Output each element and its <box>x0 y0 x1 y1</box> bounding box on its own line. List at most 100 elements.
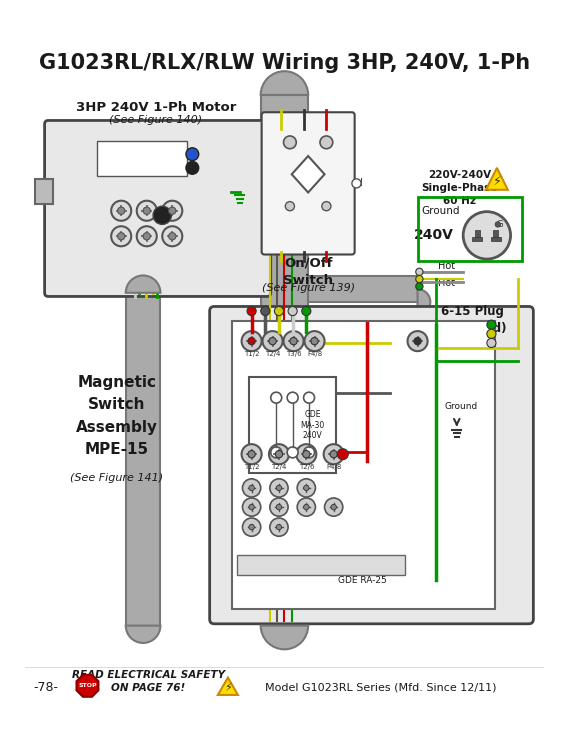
Circle shape <box>242 331 262 351</box>
Circle shape <box>416 268 423 276</box>
Circle shape <box>153 206 171 224</box>
Circle shape <box>416 283 423 290</box>
Wedge shape <box>261 626 308 649</box>
Text: ⚡: ⚡ <box>224 684 232 693</box>
Circle shape <box>297 479 315 497</box>
Circle shape <box>287 447 298 458</box>
Circle shape <box>495 222 501 227</box>
Circle shape <box>276 486 282 491</box>
Circle shape <box>186 161 199 174</box>
Polygon shape <box>486 168 508 190</box>
Circle shape <box>168 207 176 214</box>
Circle shape <box>337 449 348 459</box>
Circle shape <box>285 202 295 211</box>
Bar <box>472 238 483 241</box>
Text: (See Figure 139): (See Figure 139) <box>262 283 354 294</box>
Circle shape <box>414 338 421 345</box>
Text: Hot: Hot <box>438 278 455 288</box>
Circle shape <box>271 392 282 403</box>
Circle shape <box>487 320 496 329</box>
Bar <box>493 230 498 239</box>
Text: T2/4: T2/4 <box>271 464 287 470</box>
Text: Model G1023RL Series (Mfd. Since 12/11): Model G1023RL Series (Mfd. Since 12/11) <box>265 683 497 692</box>
Bar <box>475 230 480 239</box>
Circle shape <box>302 306 311 315</box>
Circle shape <box>283 136 296 149</box>
Text: READ ELECTRICAL SAFETY
ON PAGE 76!: READ ELECTRICAL SAFETY ON PAGE 76! <box>72 669 225 693</box>
Text: (See Figure 141): (See Figure 141) <box>70 473 163 483</box>
Circle shape <box>324 498 343 516</box>
Circle shape <box>276 504 282 509</box>
Circle shape <box>143 232 150 240</box>
Circle shape <box>248 450 255 458</box>
Polygon shape <box>76 675 98 697</box>
Circle shape <box>249 524 254 530</box>
Circle shape <box>296 444 316 464</box>
Bar <box>126 293 160 626</box>
Circle shape <box>270 498 288 516</box>
Circle shape <box>487 329 496 338</box>
Circle shape <box>242 444 262 464</box>
Circle shape <box>270 479 288 497</box>
FancyBboxPatch shape <box>209 306 533 624</box>
Text: T3/6: T3/6 <box>286 351 302 357</box>
Circle shape <box>137 226 157 247</box>
Circle shape <box>118 207 125 214</box>
Text: G: G <box>496 220 503 229</box>
Circle shape <box>111 201 131 221</box>
Circle shape <box>487 338 496 347</box>
Circle shape <box>352 179 361 188</box>
Polygon shape <box>218 678 238 695</box>
Text: GDE RA-25: GDE RA-25 <box>339 577 387 586</box>
Wedge shape <box>418 289 430 314</box>
Circle shape <box>271 447 282 458</box>
Text: -78-: -78- <box>33 681 58 694</box>
Text: On/Off
Switch: On/Off Switch <box>283 257 333 287</box>
Circle shape <box>297 498 315 516</box>
Text: 220V-240V
Single-Phase
60 Hz: 220V-240V Single-Phase 60 Hz <box>421 170 498 206</box>
Circle shape <box>242 498 261 516</box>
Circle shape <box>143 207 150 214</box>
Circle shape <box>168 232 176 240</box>
Text: Ground: Ground <box>445 403 478 412</box>
FancyBboxPatch shape <box>249 376 336 474</box>
FancyBboxPatch shape <box>237 554 405 574</box>
Circle shape <box>311 338 318 345</box>
Circle shape <box>463 211 510 259</box>
Circle shape <box>249 504 254 509</box>
Text: S Capacitor
600M 125V: S Capacitor 600M 125V <box>111 147 171 169</box>
Text: STOP: STOP <box>78 684 97 688</box>
Text: (See Figure 140): (See Figure 140) <box>109 114 203 125</box>
Circle shape <box>324 444 344 464</box>
Text: G1023RL/RLX/RLW Wiring 3HP, 240V, 1-Ph: G1023RL/RLX/RLW Wiring 3HP, 240V, 1-Ph <box>39 53 530 73</box>
Circle shape <box>269 338 276 345</box>
Text: T2/6: T2/6 <box>299 464 314 470</box>
Circle shape <box>288 306 297 315</box>
Circle shape <box>137 201 157 221</box>
Text: T1/2: T1/2 <box>244 351 259 357</box>
Text: 6-15 Plug
(Included): 6-15 Plug (Included) <box>439 305 506 335</box>
Circle shape <box>303 450 310 458</box>
Wedge shape <box>261 71 308 95</box>
Circle shape <box>331 504 336 509</box>
Circle shape <box>162 201 182 221</box>
Bar <box>261 95 308 626</box>
Circle shape <box>304 447 315 458</box>
Bar <box>308 276 418 302</box>
Text: I: I <box>360 179 363 188</box>
Circle shape <box>262 331 283 351</box>
Text: T2/4: T2/4 <box>265 351 281 357</box>
Circle shape <box>416 276 423 283</box>
Text: 3HP 240V 1-Ph Motor: 3HP 240V 1-Ph Motor <box>76 101 236 114</box>
Circle shape <box>330 450 337 458</box>
FancyBboxPatch shape <box>232 321 495 610</box>
Text: GDE
MA-30
240V: GDE MA-30 240V <box>300 410 325 440</box>
Circle shape <box>304 504 309 509</box>
Circle shape <box>276 524 282 530</box>
Circle shape <box>274 306 283 315</box>
Circle shape <box>269 444 289 464</box>
Circle shape <box>283 331 304 351</box>
Circle shape <box>270 518 288 536</box>
Text: Magnetic
Switch
Assembly
MPE-15: Magnetic Switch Assembly MPE-15 <box>76 375 158 456</box>
Circle shape <box>118 232 125 240</box>
